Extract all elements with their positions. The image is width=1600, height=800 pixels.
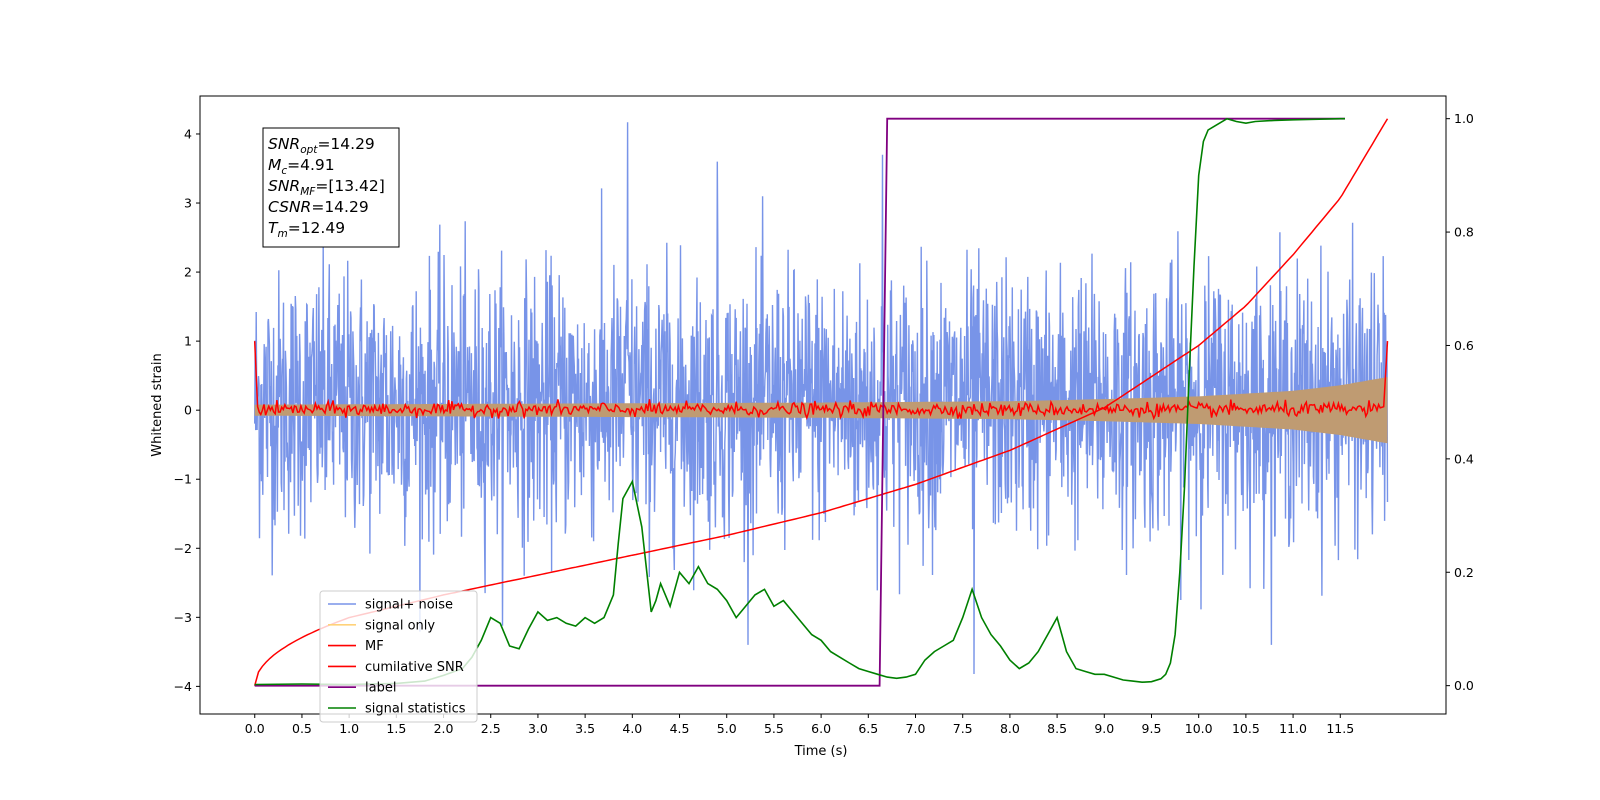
x-tick-label: 11.5 xyxy=(1326,721,1354,736)
x-tick-label: 3.5 xyxy=(575,721,595,736)
x-tick-label: 7.5 xyxy=(953,721,973,736)
tick-layer: 0.0 0.5 1.0 1.5 2.0 2.5 3.0 3.5 4.0 4.5 5.0 5.5 6.0 6… xyxy=(174,111,1474,736)
y-left-tick-label: 0 xyxy=(184,403,192,418)
x-tick-label: 9.0 xyxy=(1094,721,1114,736)
x-tick-label: 10.5 xyxy=(1232,721,1260,736)
legend-label: signal statistics xyxy=(365,702,466,717)
y-right-tick-label: 0.4 xyxy=(1454,451,1474,466)
info-box-frame xyxy=(262,127,400,248)
x-tick-label: 0.0 xyxy=(245,721,265,736)
legend-label: signal+ noise xyxy=(365,598,453,613)
x-tick-label: 11.0 xyxy=(1279,721,1307,736)
x-tick-label: 5.5 xyxy=(764,721,784,736)
info-box: SNRopt=14.29Mc=4.91SNRMF=[13.42]CSNR=14.… xyxy=(262,127,400,248)
y-axis-title: Whitened strain xyxy=(150,353,165,456)
y-left-tick-label: 3 xyxy=(184,196,192,211)
series-signal-only xyxy=(254,377,1388,444)
x-tick-label: 1.0 xyxy=(339,721,359,736)
info-line: CSNR=14.29 xyxy=(268,198,369,216)
info-line: Tm=12.49 xyxy=(268,219,345,240)
y-right-tick-label: 0.6 xyxy=(1454,338,1474,353)
legend-label: cumilative SNR xyxy=(365,660,464,675)
x-tick-label: 7.0 xyxy=(906,721,926,736)
x-axis-title: Time (s) xyxy=(794,744,848,759)
x-tick-label: 2.5 xyxy=(481,721,501,736)
y-left-tick-label: −4 xyxy=(174,679,192,694)
y-left-tick-label: 1 xyxy=(184,334,192,349)
y-left-tick-label: −2 xyxy=(174,541,192,556)
legend-label: signal only xyxy=(365,618,435,633)
info-line: SNRMF=[13.42] xyxy=(268,177,385,198)
x-tick-label: 6.5 xyxy=(858,721,878,736)
series-label xyxy=(254,117,1345,687)
series-mf xyxy=(253,341,1389,421)
legend-label: MF xyxy=(365,639,384,654)
y-left-tick-label: −1 xyxy=(174,472,192,487)
x-tick-label: 8.0 xyxy=(1000,721,1020,736)
x-tick-label: 4.0 xyxy=(622,721,642,736)
info-line: Mc=4.91 xyxy=(268,156,335,177)
x-tick-label: 10.0 xyxy=(1185,721,1213,736)
legend-label: label xyxy=(365,681,396,696)
x-tick-label: 2.0 xyxy=(434,721,454,736)
legend-frame xyxy=(319,590,478,723)
series-signal-statistics xyxy=(254,117,1345,686)
axes-frame xyxy=(199,95,1447,715)
y-left-tick-label: 2 xyxy=(184,265,192,280)
x-tick-label: 9.5 xyxy=(1142,721,1162,736)
x-tick-label: 8.5 xyxy=(1047,721,1067,736)
x-tick-label: 6.0 xyxy=(811,721,831,736)
x-tick-label: 3.0 xyxy=(528,721,548,736)
y-left-tick-label: −3 xyxy=(174,610,192,625)
x-tick-label: 4.5 xyxy=(670,721,690,736)
y-right-tick-label: 0.2 xyxy=(1454,565,1474,580)
y-right-tick-label: 1.0 xyxy=(1454,111,1474,126)
x-tick-label: 5.0 xyxy=(717,721,737,736)
y-left-tick-label: 4 xyxy=(184,126,192,141)
y-right-tick-label: 0.8 xyxy=(1454,225,1474,240)
info-line: SNRopt=14.29 xyxy=(268,135,375,156)
x-tick-label: 0.5 xyxy=(292,721,312,736)
x-tick-label: 1.5 xyxy=(386,721,406,736)
legend: signal+ noise signal only MF cumilative SNR… xyxy=(319,590,478,723)
y-right-tick-label: 0.0 xyxy=(1454,678,1474,693)
